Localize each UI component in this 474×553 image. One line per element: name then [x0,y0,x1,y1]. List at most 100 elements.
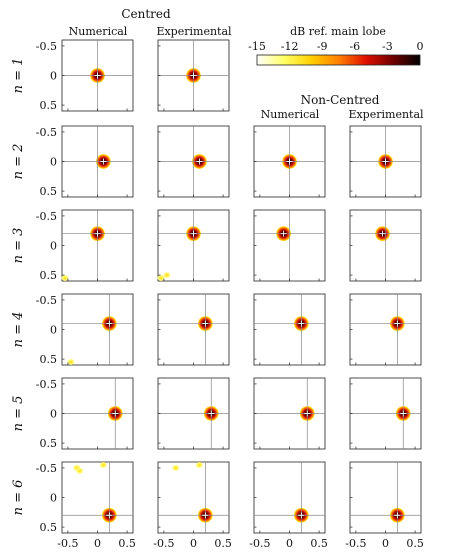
map-panel [253,125,326,198]
y-tick-label: -0.5 [36,378,57,391]
peak-marker [400,410,407,417]
x-tick-label: -0.5 [57,537,78,550]
x-tick-label: -0.5 [249,537,270,550]
peak-marker [190,72,197,79]
map-panel [61,377,134,450]
y-tick-label: 0 [50,408,57,421]
map-panel [253,461,326,534]
map-panel [61,125,134,198]
panel-frame [253,461,326,534]
sidelobe-blob [99,461,107,468]
colorbar-tick-label: -3 [382,40,393,53]
colorbar: dB ref. main lobe -15 -12 -9 -6 -3 0 [248,25,424,66]
y-tick-label: -0.5 [36,294,57,307]
y-tick-label: 0 [50,324,57,337]
sidelobe-blob [61,275,69,282]
peak-marker [304,410,311,417]
map-panel [253,293,326,366]
row-label: n = 3 [11,228,26,264]
y-tick-label: 0.5 [40,521,58,534]
row-label: n = 6 [11,480,26,516]
map-panel [349,293,422,366]
peak-marker [202,320,209,327]
col-header-noncentred-experimental: Experimental [348,108,424,121]
map-panel [61,461,134,534]
panel-frame [349,293,422,366]
map-panel [253,209,326,282]
y-tick-label: 0.5 [40,99,58,112]
sidelobe-blob [67,359,75,366]
group-title-centred: Centred [121,7,171,21]
row-label: n = 2 [11,144,26,180]
peak-marker [100,158,107,165]
col-header-centred-numerical: Numerical [69,25,128,38]
row-label: n = 4 [11,312,26,348]
sidelobe-blob [163,272,171,279]
colorbar-bar [256,54,421,66]
panel-frame [157,461,230,534]
panel-grid [61,39,422,534]
peak-marker [394,320,401,327]
x-tick-label: 0 [94,537,101,550]
y-tick-label: 0 [50,492,57,505]
peak-marker [112,410,119,417]
map-panel [61,39,134,112]
y-tick-label: 0 [50,70,57,83]
colorbar-tick-label: 0 [417,40,424,53]
colorbar-label: dB ref. main lobe [290,25,386,38]
colorbar-ticks: -15 -12 -9 -6 -3 0 [248,40,423,53]
sidelobe-blob [157,275,165,282]
peak-marker [286,158,293,165]
panel-frame [61,461,134,534]
x-tick-label: 0.5 [214,537,232,550]
row-label: n = 5 [11,396,26,432]
peak-marker [94,72,101,79]
colorbar-tick-label: -9 [317,40,328,53]
y-tick-label: -0.5 [36,126,57,139]
y-tick-label: 0 [50,240,57,253]
peak-marker [280,230,287,237]
map-panel [157,293,230,366]
group-title-noncentred: Non-Centred [301,93,380,107]
sidelobe-blob [76,467,84,474]
x-tick-label: 0 [286,537,293,550]
col-header-centred-experimental: Experimental [156,25,232,38]
map-panel [61,293,134,366]
peak-marker [106,512,113,519]
colorbar-tick-label: -6 [349,40,360,53]
peak-marker [382,158,389,165]
peak-marker [202,512,209,519]
y-tick-label: -0.5 [36,210,57,223]
sidelobe-blob [195,461,203,468]
x-tick-label: -0.5 [153,537,174,550]
map-panel [157,461,230,534]
peak-marker [298,320,305,327]
y-tick-label: 0.5 [40,437,58,450]
peak-marker [394,512,401,519]
x-tick-labels: -0.5 0 0.5 -0.5 0 0.5 -0.5 0 0.5 -0.5 0 0.5 [57,537,424,550]
x-tick-label: -0.5 [345,537,366,550]
row-label: n = 1 [11,58,26,94]
sidelobe-blob [172,464,180,471]
panel-frame [349,461,422,534]
map-panel [253,377,326,450]
y-tick-label: 0 [50,156,57,169]
map-panel [349,461,422,534]
map-panel [349,209,422,282]
map-panel [349,125,422,198]
x-tick-label: 0 [382,537,389,550]
panel-frame [61,293,134,366]
y-tick-label: -0.5 [36,40,57,53]
peak-marker [196,158,203,165]
y-tick-label: 0.5 [40,353,58,366]
y-tick-label: -0.5 [36,462,57,475]
peak-marker [190,230,197,237]
y-tick-label: 0.5 [40,269,58,282]
peak-marker [298,512,305,519]
col-header-noncentred-numerical: Numerical [261,108,320,121]
x-tick-label: 0.5 [118,537,136,550]
peak-marker [106,320,113,327]
x-tick-label: 0 [190,537,197,550]
map-panel [157,377,230,450]
